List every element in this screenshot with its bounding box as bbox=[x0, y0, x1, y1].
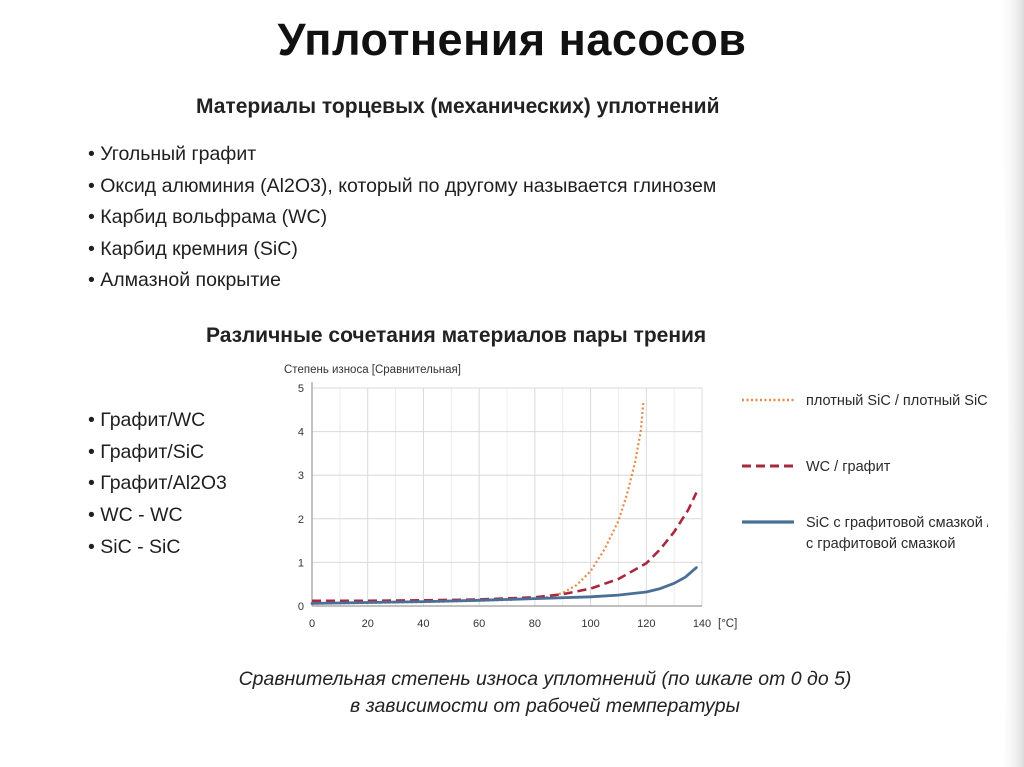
legend-label: SiC с графитовой смазкой /SiC bbox=[806, 515, 988, 531]
list-item: Графит/WC bbox=[88, 405, 227, 437]
series-line-wc-graphite bbox=[312, 492, 698, 603]
slide-title: Уплотнения насосов bbox=[277, 14, 747, 65]
caption-line-1: Сравнительная степень износа уплотнений … bbox=[238, 668, 852, 690]
x-tick-label: 120 bbox=[637, 618, 655, 630]
pairs-heading: Различные сочетания материалов пары трен… bbox=[206, 324, 707, 347]
friction-pairs-list: Графит/WC Графит/SiC Графит/Al2O3 WC - W… bbox=[88, 405, 227, 564]
y-tick-label: 1 bbox=[298, 557, 304, 569]
y-tick-label: 0 bbox=[298, 601, 304, 613]
series-line-dense-sic bbox=[311, 400, 645, 605]
x-tick-label: 60 bbox=[473, 618, 485, 630]
legend-label: с графитовой смазкой bbox=[806, 536, 955, 552]
list-item: Графит/Al2O3 bbox=[88, 468, 227, 500]
materials-subtitle: Материалы торцевых (механических) уплотн… bbox=[196, 95, 720, 118]
caption-line-2: в зависимости от рабочей температуры bbox=[350, 695, 740, 717]
list-item: Оксид алюминия (Al2O3), который по друго… bbox=[88, 171, 716, 203]
list-item: SiC - SiC bbox=[88, 532, 227, 564]
y-tick-label: 5 bbox=[298, 383, 304, 395]
x-tick-label: 40 bbox=[417, 618, 429, 630]
x-tick-label: 140 bbox=[693, 618, 711, 630]
x-tick-label: 80 bbox=[529, 618, 541, 630]
y-tick-label: 4 bbox=[298, 427, 304, 439]
list-item: Карбид кремния (SiC) bbox=[88, 234, 716, 266]
chart-caption: Сравнительная степень износа уплотнений … bbox=[0, 666, 1024, 720]
x-tick-label: 0 bbox=[309, 618, 315, 630]
materials-list: Угольный графит Оксид алюминия (Al2O3), … bbox=[88, 139, 716, 297]
list-item: Графит/SiC bbox=[88, 437, 227, 469]
y-tick-label: 2 bbox=[298, 514, 304, 526]
legend-label: WC / графит bbox=[806, 459, 891, 475]
list-item: Алмазной покрытие bbox=[88, 265, 716, 297]
list-item: Угольный графит bbox=[88, 139, 716, 171]
series-line-sic-graphite-lubricated bbox=[310, 566, 698, 605]
x-tick-label: 20 bbox=[362, 618, 374, 630]
y-tick-label: 3 bbox=[298, 470, 304, 482]
wear-chart: Степень износа [Сравнительная] 0 1 2 3 4 5 0 20 4… bbox=[268, 356, 988, 646]
list-item: Карбид вольфрама (WC) bbox=[88, 202, 716, 234]
legend-label: плотный SiC / плотный SiC bbox=[806, 393, 988, 409]
y-axis-label: Степень износа [Сравнительная] bbox=[284, 364, 461, 376]
x-axis-unit-label: [°C] bbox=[718, 618, 737, 630]
list-item: WC - WC bbox=[88, 500, 227, 532]
x-tick-label: 100 bbox=[581, 618, 599, 630]
wear-chart-svg: Степень износа [Сравнительная] 0 1 2 3 4 5 0 20 4… bbox=[284, 364, 988, 630]
